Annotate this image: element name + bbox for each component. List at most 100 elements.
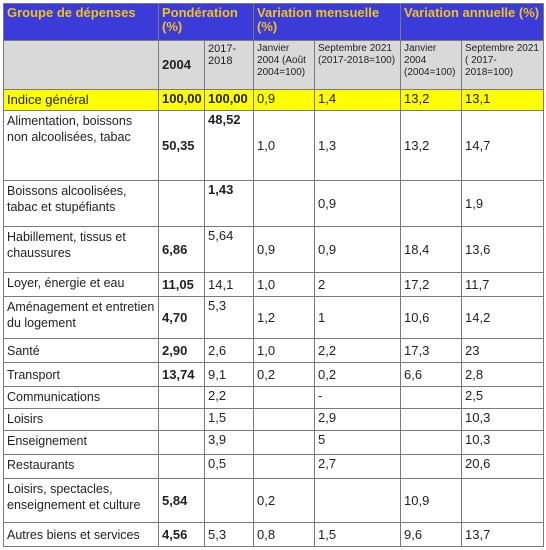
cell-monthly-2004 <box>253 454 316 479</box>
cell-weight-2017-2018: 1,5 <box>203 408 255 431</box>
cell-monthly-2021: - <box>314 386 402 409</box>
cell-monthly-2004: 0,8 <box>253 522 316 547</box>
cell-annual-2021: 14,7 <box>461 110 545 181</box>
cell-monthly-2004: 0,9 <box>253 89 316 111</box>
cell-annual-2021 <box>461 478 545 523</box>
row-label: Enseignement <box>3 430 159 455</box>
cell-annual-2004: 10,9 <box>400 478 463 523</box>
cell-monthly-2021 <box>314 478 402 523</box>
cell-monthly-2021: 1,5 <box>314 522 402 547</box>
cell-weight-2004: 100,00 <box>158 89 205 111</box>
cell-weight-2017-2018: 14,1 <box>203 272 255 297</box>
subheader-2017-2018: 2017-2018 <box>203 40 255 90</box>
cell-monthly-2021: 0,9 <box>314 180 402 227</box>
cell-monthly-2004: 1,0 <box>253 272 316 297</box>
cell-weight-2004: 11,05 <box>158 272 205 297</box>
header-annual-variation: Variation annuelle (%) <box>400 3 545 41</box>
cell-weight-2017-2018: 5,3 <box>203 522 255 547</box>
cell-monthly-2021: 0,9 <box>314 226 402 273</box>
cell-annual-2004: 6,6 <box>400 362 463 387</box>
row-label: Alimentation, boissons non alcoolisées, … <box>3 110 159 181</box>
row-label: Autres biens et services <box>3 522 159 547</box>
cell-annual-2021: 2,5 <box>461 386 545 409</box>
header-expense-group: Groupe de dépenses <box>3 3 159 41</box>
cell-monthly-2004: 0,2 <box>253 362 316 387</box>
cell-weight-2017-2018: 3,9 <box>203 430 255 455</box>
table-row: Enseignement 3,9 5 10,3 <box>3 430 545 455</box>
table-row: Boissons alcoolisées, tabac et stupéfian… <box>3 180 545 227</box>
cell-monthly-2004: 0,2 <box>253 478 316 523</box>
table-row: Transport 13,74 9,1 0,2 0,2 6,6 2,8 <box>3 362 545 387</box>
subheader-monthly-2021: Septembre 2021 (2017-2018=100) <box>314 40 402 90</box>
cell-monthly-2021: 2,2 <box>314 338 402 363</box>
cell-weight-2004: 2,90 <box>158 338 205 363</box>
table-row: Loyer, énergie et eau 11,05 14,1 1,0 2 17,2 11… <box>3 272 545 297</box>
cell-annual-2004 <box>400 386 463 409</box>
cell-annual-2021: 2,8 <box>461 362 545 387</box>
cell-weight-2017-2018: 1,43 <box>203 180 255 227</box>
cell-monthly-2021: 2 <box>314 272 402 297</box>
cell-monthly-2004 <box>253 408 316 431</box>
row-label: Boissons alcoolisées, tabac et stupéfian… <box>3 180 159 227</box>
row-label: Indice général <box>3 89 159 111</box>
cell-annual-2021: 13,6 <box>461 226 545 273</box>
cell-annual-2004 <box>400 430 463 455</box>
cell-monthly-2021: 0,2 <box>314 362 402 387</box>
cell-monthly-2004 <box>253 386 316 409</box>
cell-weight-2004: 50,35 <box>158 110 205 181</box>
cell-annual-2004 <box>400 180 463 227</box>
cell-monthly-2004: 1,0 <box>253 110 316 181</box>
cpi-table: Groupe de dépenses Pondération (%) Varia… <box>3 3 545 547</box>
cell-annual-2004: 10,6 <box>400 296 463 339</box>
cell-weight-2004 <box>158 408 205 431</box>
cell-annual-2021: 23 <box>461 338 545 363</box>
subheader-2004: 2004 <box>158 40 205 90</box>
cell-weight-2017-2018: 5,64 <box>203 226 255 273</box>
cell-monthly-2004: 1,0 <box>253 338 316 363</box>
cell-annual-2021: 13,1 <box>461 89 545 111</box>
cell-monthly-2021: 5 <box>314 430 402 455</box>
subheader-empty <box>3 40 159 90</box>
cell-weight-2017-2018 <box>203 478 255 523</box>
cell-weight-2004: 5,84 <box>158 478 205 523</box>
table-row: Santé 2,90 2,6 1,0 2,2 17,3 23 <box>3 338 545 363</box>
cell-annual-2021: 11,7 <box>461 272 545 297</box>
cell-weight-2004: 6,86 <box>158 226 205 273</box>
row-label: Loyer, énergie et eau <box>3 272 159 297</box>
cell-annual-2021: 10,3 <box>461 430 545 455</box>
highlight-row: Indice général 100,00 100,00 0,9 1,4 13,2 13,1 <box>3 89 545 111</box>
table-row: Habillement, tissus et chaussures 6,86 5,6… <box>3 226 545 273</box>
table-row: Communications 2,2 - 2,5 <box>3 386 545 409</box>
cell-weight-2017-2018: 2,6 <box>203 338 255 363</box>
row-label: Aménagement et entretien du logement <box>3 296 159 339</box>
cell-annual-2021: 10,3 <box>461 408 545 431</box>
subheader-annual-2004: Janvier 2004 (2004=100) <box>400 40 463 90</box>
cell-weight-2004 <box>158 386 205 409</box>
cell-monthly-2004: 0,9 <box>253 226 316 273</box>
subheader-annual-2021: Septembre 2021 ( 2017-2018=100) <box>461 40 545 90</box>
table-row: Aménagement et entretien du logement 4,70… <box>3 296 545 339</box>
cell-monthly-2021: 1 <box>314 296 402 339</box>
cell-monthly-2021: 2,7 <box>314 454 402 479</box>
cell-weight-2017-2018: 100,00 <box>203 89 255 111</box>
table-row: Alimentation, boissons non alcoolisées, … <box>3 110 545 181</box>
subheader-monthly-2004: Janvier 2004 (Août 2004=100) <box>253 40 316 90</box>
header-weighting: Pondération (%) <box>157 3 255 41</box>
cell-annual-2021: 1,9 <box>461 180 545 227</box>
header-monthly-variation: Variation mensuelle (%) <box>253 3 402 41</box>
table-row: Loisirs 1,5 2,9 10,3 <box>3 408 545 431</box>
cell-annual-2004: 13,2 <box>400 89 463 111</box>
row-label: Communications <box>3 386 159 409</box>
header-row: Groupe de dépenses Pondération (%) Varia… <box>3 3 545 41</box>
cell-monthly-2004 <box>253 430 316 455</box>
cell-annual-2004 <box>400 454 463 479</box>
cell-annual-2021: 13,7 <box>461 522 545 547</box>
cell-weight-2004 <box>158 430 205 455</box>
cell-annual-2004: 17,3 <box>400 338 463 363</box>
row-label: Habillement, tissus et chaussures <box>3 226 159 273</box>
cell-weight-2017-2018: 48,52 <box>203 110 255 181</box>
row-label: Loisirs <box>3 408 159 431</box>
cell-annual-2004: 17,2 <box>400 272 463 297</box>
cell-weight-2017-2018: 5,3 <box>203 296 255 339</box>
row-label: Santé <box>3 338 159 363</box>
